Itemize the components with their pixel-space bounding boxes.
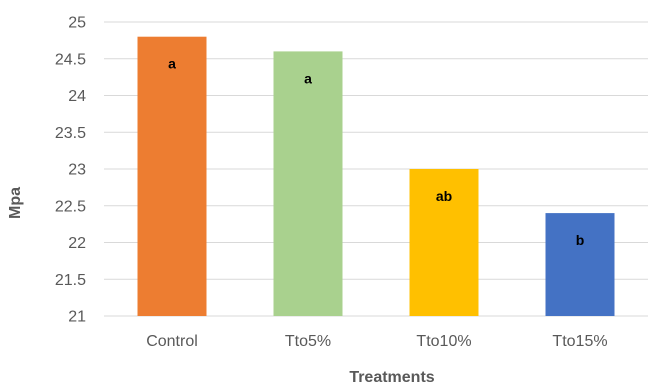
y-tick-label: 24 xyxy=(68,88,86,105)
y-axis-title: Mpa xyxy=(7,187,24,219)
bar-letter-label: b xyxy=(576,232,585,248)
y-tick-label: 22.5 xyxy=(55,198,86,215)
x-tick-label: Tto10% xyxy=(416,333,471,350)
y-tick-label: 21 xyxy=(68,309,86,326)
bar-tto10- xyxy=(409,169,479,316)
x-tick-label: Control xyxy=(146,333,198,350)
x-axis-title: Treatments xyxy=(349,369,434,385)
bars: a a ab b xyxy=(137,36,615,317)
y-tick-label: 23 xyxy=(68,162,86,179)
bar-tto15- xyxy=(545,213,615,316)
y-axis-ticks: 21 21.5 22 22.5 23 23.5 24 24.5 25 xyxy=(55,15,86,326)
bar-control xyxy=(137,36,207,316)
x-tick-label: Tto15% xyxy=(552,333,607,350)
y-tick-label: 23.5 xyxy=(55,125,86,142)
x-axis-ticks: Control Tto5% Tto10% Tto15% xyxy=(146,333,607,350)
y-tick-label: 21.5 xyxy=(55,272,86,289)
bar-tto5- xyxy=(273,51,343,317)
bar-letter-label: a xyxy=(304,70,312,86)
y-tick-label: 25 xyxy=(68,15,86,32)
x-tick-label: Tto5% xyxy=(285,333,331,350)
y-tick-label: 24.5 xyxy=(55,51,86,68)
bar-letter-label: ab xyxy=(436,188,452,204)
y-tick-label: 22 xyxy=(68,235,86,252)
bar-letter-label: a xyxy=(168,56,176,72)
